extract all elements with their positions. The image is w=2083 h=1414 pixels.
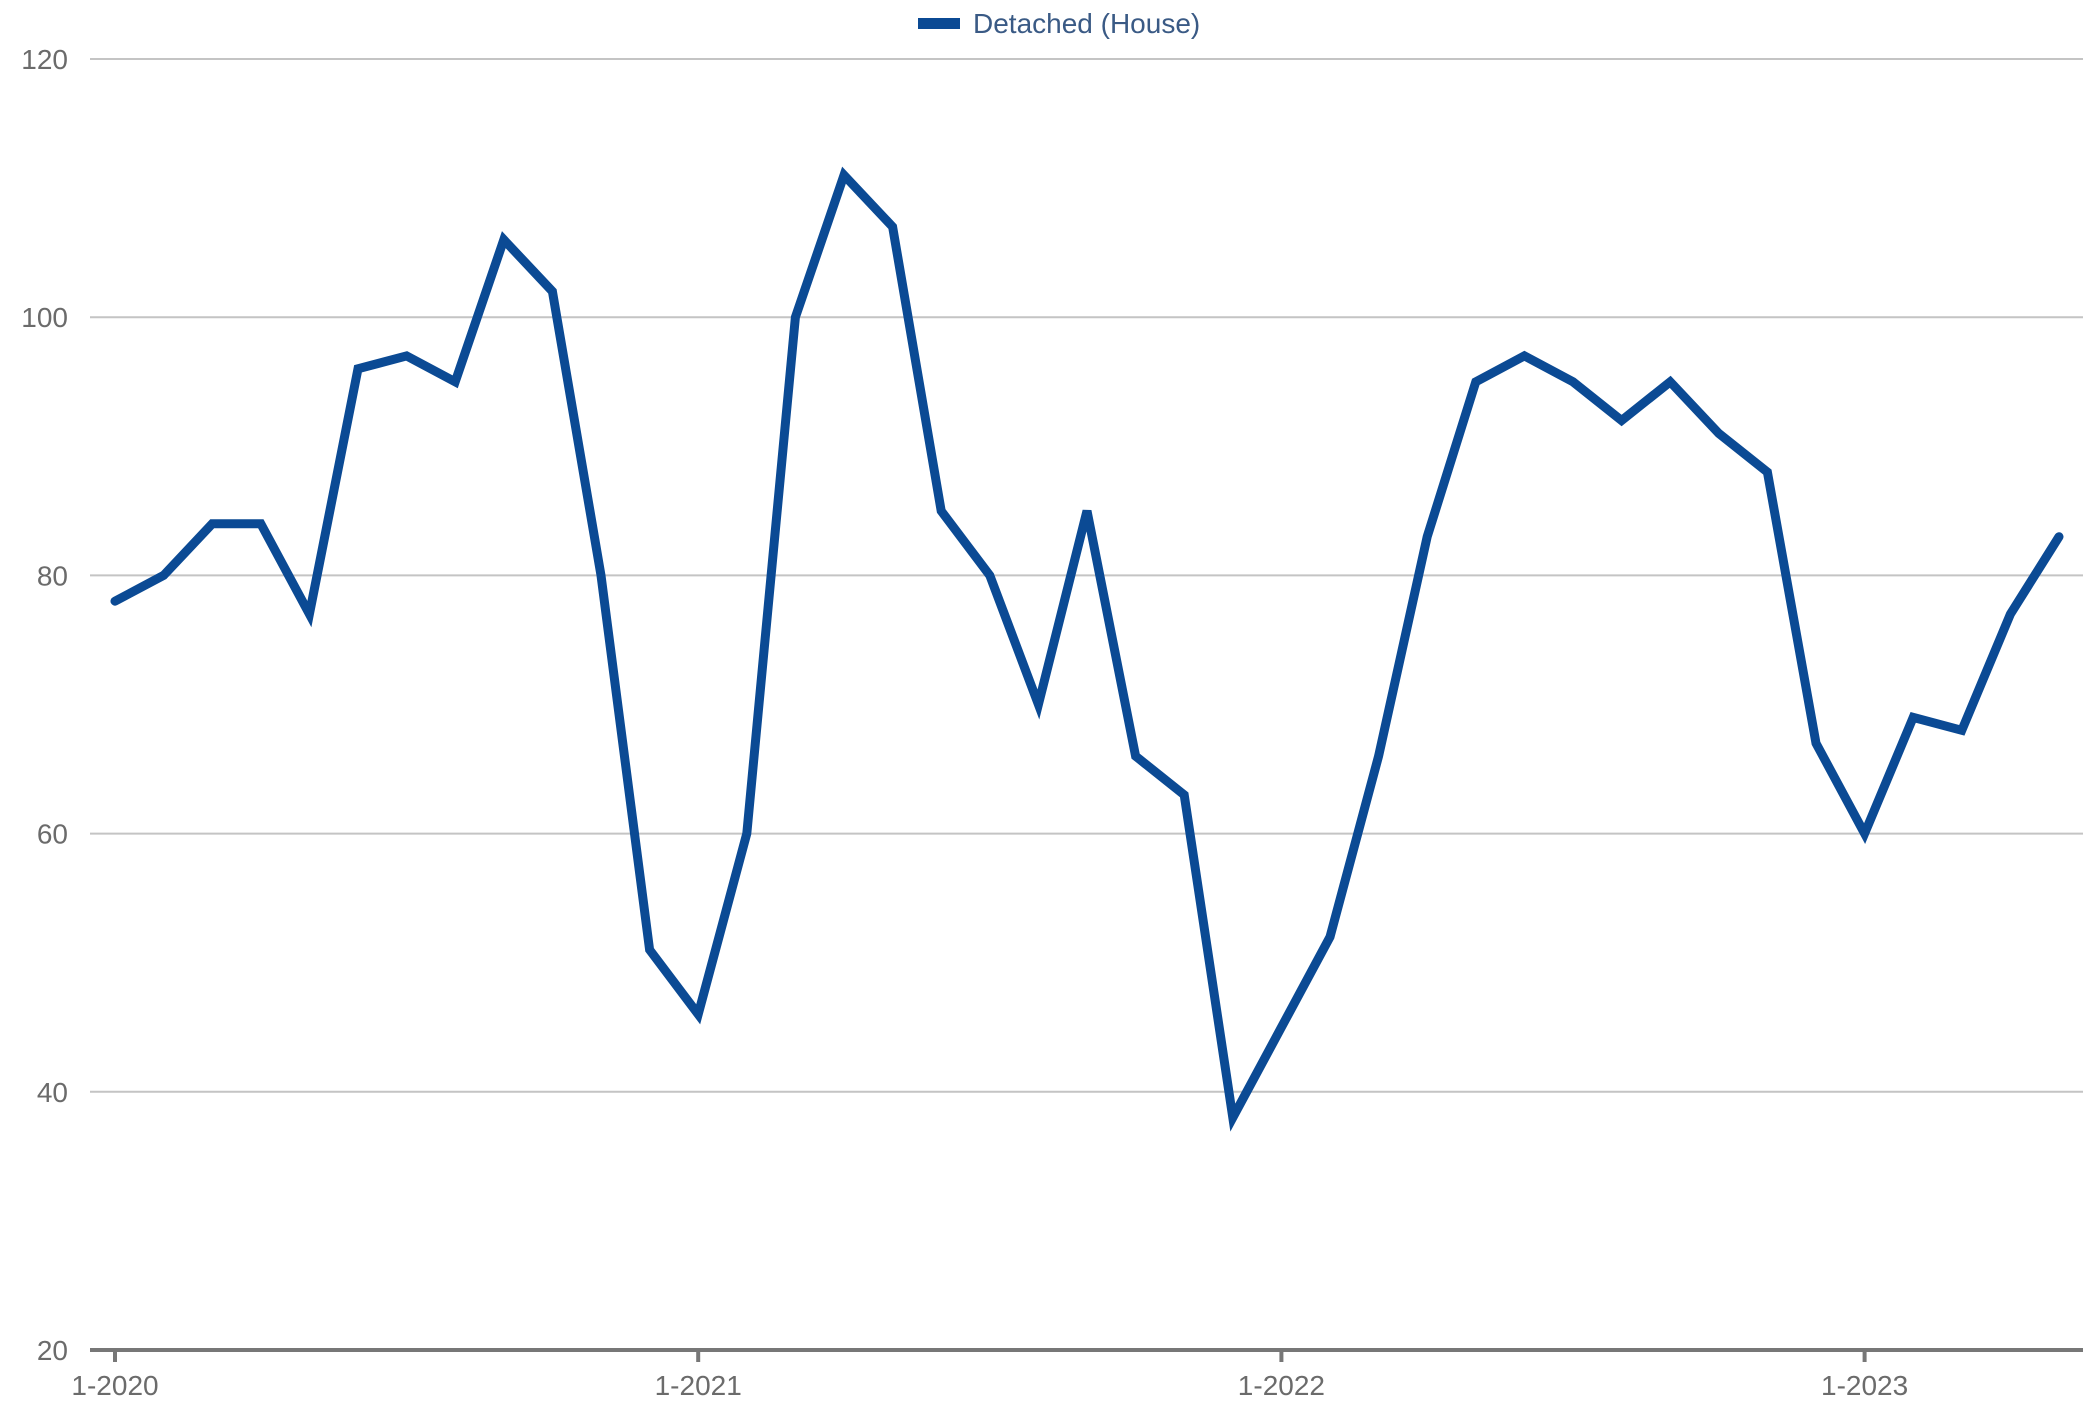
x-tick-label-1-2021: 1-2021 xyxy=(655,1370,742,1401)
y-tick-label-80: 80 xyxy=(37,560,68,591)
legend-swatch xyxy=(918,18,960,29)
x-axis: 1-2020 1-2021 1-2022 1-2023 xyxy=(71,1350,2083,1401)
x-tick-label-1-2020: 1-2020 xyxy=(71,1370,158,1401)
legend-label: Detached (House) xyxy=(973,8,1200,39)
y-tick-label-40: 40 xyxy=(37,1077,68,1108)
x-tick-label-1-2022: 1-2022 xyxy=(1238,1370,1325,1401)
y-tick-label-60: 60 xyxy=(37,819,68,850)
y-tick-label-20: 20 xyxy=(37,1335,68,1366)
y-tick-label-100: 100 xyxy=(21,302,68,333)
y-tick-label-120: 120 xyxy=(21,44,68,75)
legend: Detached (House) xyxy=(918,8,1200,39)
y-axis-tick-labels: 20 40 60 80 100 120 xyxy=(21,44,68,1366)
x-tick-label-1-2023: 1-2023 xyxy=(1821,1370,1908,1401)
